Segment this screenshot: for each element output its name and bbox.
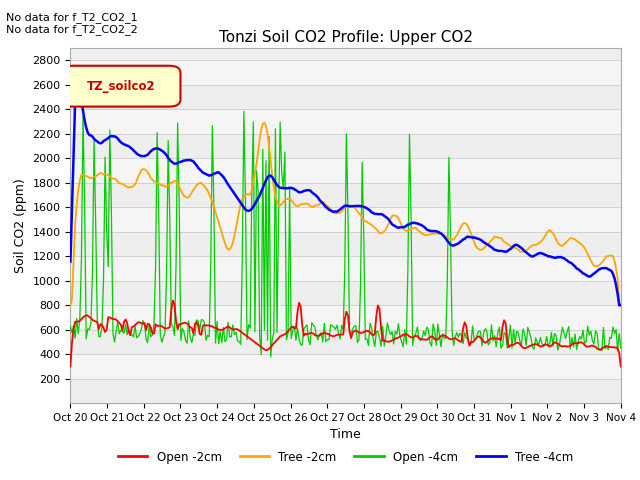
- Bar: [70, 85, 621, 109]
- Open -2cm: [611, 345, 618, 350]
- Tree -2cm: [595, 263, 603, 268]
- Open -4cm: [67, 324, 74, 329]
- Bar: [70, 330, 621, 354]
- Tree -4cm: [74, 90, 82, 96]
- Open -2cm: [393, 336, 401, 341]
- Line: Tree -2cm: Tree -2cm: [70, 123, 621, 305]
- Open -4cm: [240, 108, 248, 114]
- Open -2cm: [215, 327, 223, 333]
- Open -4cm: [267, 354, 275, 360]
- Tree -2cm: [322, 202, 330, 208]
- Title: Tonzi Soil CO2 Profile: Upper CO2: Tonzi Soil CO2 Profile: Upper CO2: [219, 30, 472, 46]
- Open -2cm: [595, 347, 603, 352]
- Open -4cm: [395, 321, 403, 327]
- Text: TZ_soilco2: TZ_soilco2: [87, 80, 156, 93]
- Tree -2cm: [260, 120, 268, 126]
- Legend: Open -2cm, Tree -2cm, Open -4cm, Tree -4cm: Open -2cm, Tree -2cm, Open -4cm, Tree -4…: [113, 446, 578, 468]
- FancyBboxPatch shape: [62, 66, 180, 107]
- X-axis label: Time: Time: [330, 429, 361, 442]
- Open -4cm: [617, 346, 625, 351]
- Text: No data for f_T2_CO2_1
No data for f_T2_CO2_2: No data for f_T2_CO2_1 No data for f_T2_…: [6, 12, 138, 36]
- Tree -4cm: [362, 204, 369, 210]
- Bar: [70, 134, 621, 158]
- Tree -2cm: [67, 302, 74, 308]
- Tree -4cm: [611, 276, 618, 281]
- Open -2cm: [322, 331, 330, 336]
- Open -4cm: [612, 326, 620, 332]
- Bar: [70, 36, 621, 60]
- Open -4cm: [324, 336, 332, 342]
- Bar: [70, 183, 621, 207]
- Open -2cm: [67, 363, 74, 369]
- Tree -4cm: [617, 302, 625, 308]
- Tree -4cm: [595, 267, 603, 273]
- Tree -2cm: [393, 214, 401, 219]
- Tree -4cm: [67, 259, 74, 264]
- Open -4cm: [213, 319, 221, 324]
- Open -4cm: [596, 346, 604, 352]
- Line: Open -2cm: Open -2cm: [70, 300, 621, 366]
- Bar: [70, 281, 621, 305]
- Line: Tree -4cm: Tree -4cm: [70, 93, 621, 305]
- Tree -4cm: [616, 302, 623, 308]
- Tree -4cm: [322, 204, 330, 210]
- Line: Open -4cm: Open -4cm: [70, 111, 621, 357]
- Tree -2cm: [362, 218, 369, 224]
- Bar: [70, 232, 621, 256]
- Tree -4cm: [215, 169, 223, 175]
- Open -4cm: [363, 336, 371, 342]
- Open -2cm: [362, 328, 369, 334]
- Open -2cm: [617, 363, 625, 369]
- Tree -2cm: [611, 258, 618, 264]
- Tree -2cm: [213, 215, 221, 220]
- Tree -2cm: [617, 302, 625, 308]
- Bar: [70, 379, 621, 403]
- Y-axis label: Soil CO2 (ppm): Soil CO2 (ppm): [14, 178, 27, 273]
- Open -2cm: [169, 298, 177, 303]
- Tree -4cm: [393, 225, 401, 230]
